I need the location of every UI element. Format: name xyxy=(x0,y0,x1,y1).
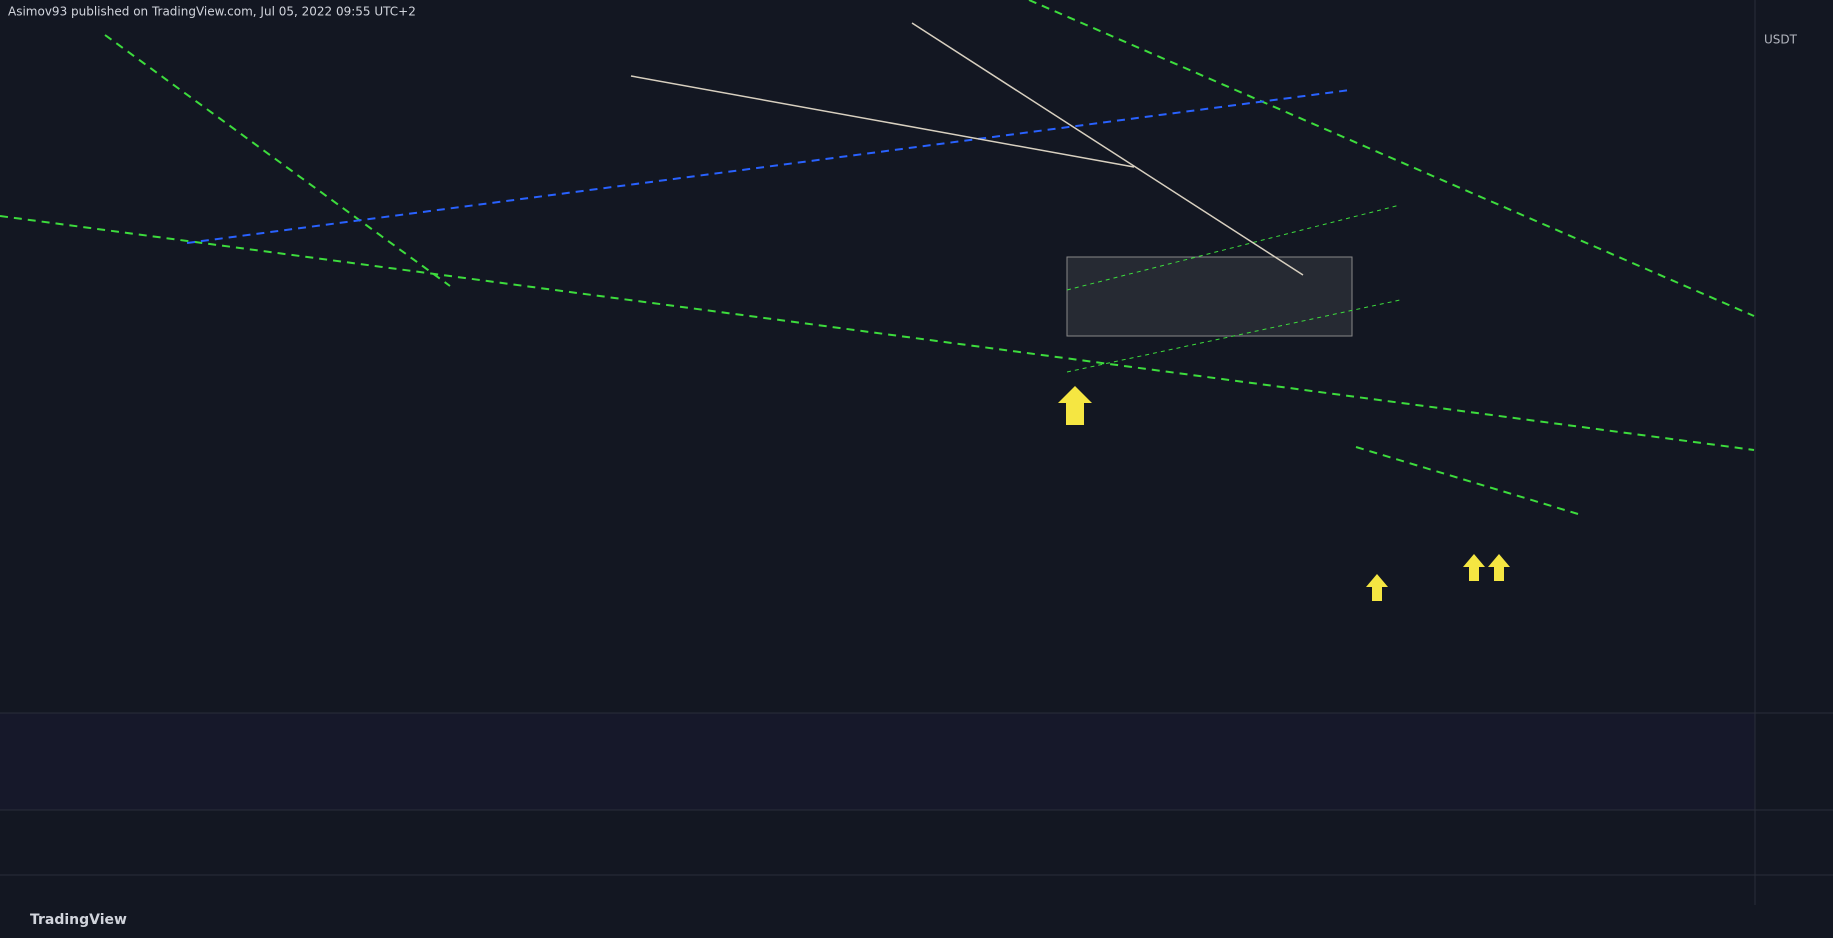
published-line: Asimov93 published on TradingView.com, J… xyxy=(8,5,416,19)
arrow xyxy=(1366,574,1388,601)
trendline xyxy=(104,34,451,287)
footer xyxy=(0,905,1833,938)
channel-line xyxy=(1066,204,1401,291)
arrow xyxy=(1058,386,1092,425)
arrow xyxy=(1463,554,1485,581)
rsi-panel xyxy=(0,713,1755,810)
trendline xyxy=(630,75,1135,168)
trendline xyxy=(1028,0,1755,317)
brand: TradingView xyxy=(30,912,127,928)
trendline xyxy=(1355,446,1579,515)
drawings xyxy=(0,0,1755,515)
range-box xyxy=(1066,256,1353,337)
arrows xyxy=(1058,386,1510,601)
channel-line xyxy=(1066,299,1401,373)
trendline xyxy=(911,22,1304,276)
trendline xyxy=(0,215,1755,451)
arrow xyxy=(1488,554,1510,581)
y-unit: USDT xyxy=(1764,33,1798,47)
